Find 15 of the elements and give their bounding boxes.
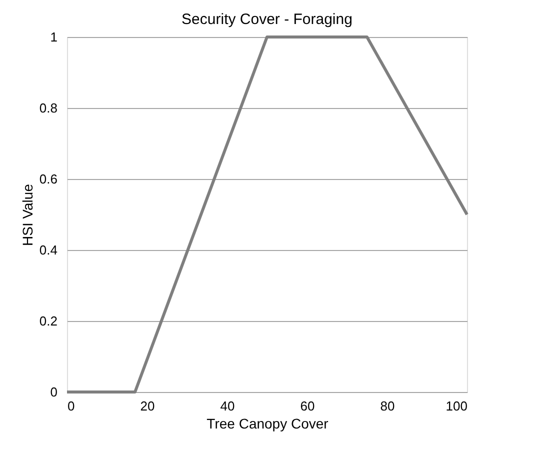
x-tick-label: 20 — [140, 398, 155, 414]
x-tick-label: 40 — [220, 398, 235, 414]
x-axis-title: Tree Canopy Cover — [206, 416, 329, 432]
y-tick-label: 0.4 — [39, 242, 58, 258]
y-tick-label: 1 — [50, 30, 58, 44]
y-tick-label: 0 — [50, 384, 58, 400]
x-tick-label: 0 — [68, 398, 75, 414]
x-tick-label: 100 — [446, 398, 468, 414]
y-tick-label: 0.8 — [39, 100, 58, 116]
chart-title: Security Cover - Foraging — [182, 11, 352, 28]
y-axis-title: HSI Value — [19, 184, 36, 246]
x-tick-label: 80 — [380, 398, 395, 414]
x-tick-label: 60 — [300, 398, 315, 414]
y-tick-label: 0.2 — [39, 314, 58, 328]
y-tick-label: 0.6 — [39, 172, 58, 186]
